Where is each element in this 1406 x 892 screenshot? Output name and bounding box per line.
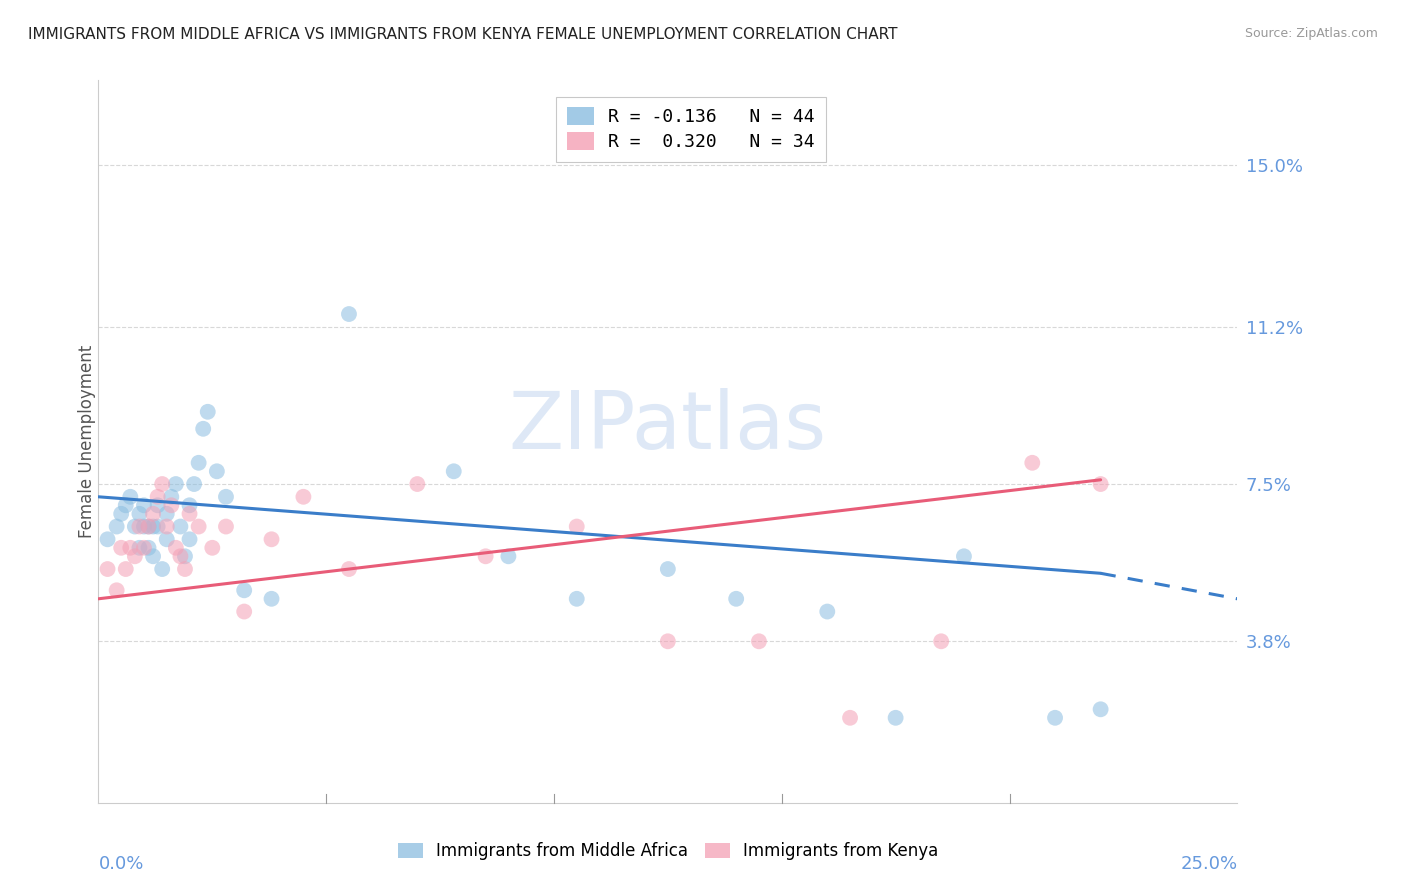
Point [1090, 702, 1112, 716]
Point [146, 498, 169, 512]
Point [929, 634, 952, 648]
Text: 25.0%: 25.0% [1180, 855, 1237, 872]
Point [128, 519, 150, 533]
Text: IMMIGRANTS FROM MIDDLE AFRICA VS IMMIGRANTS FROM KENYA FEMALE UNEMPLOYMENT CORRE: IMMIGRANTS FROM MIDDLE AFRICA VS IMMIGRA… [28, 27, 897, 42]
Point [165, 541, 187, 555]
Point [565, 591, 588, 606]
Y-axis label: Female Unemployment: Female Unemployment [79, 345, 96, 538]
Legend: Immigrants from Middle Africa, Immigrants from Kenya: Immigrants from Middle Africa, Immigrant… [391, 836, 945, 867]
Point [124, 519, 146, 533]
Point [474, 549, 496, 564]
Point [233, 605, 256, 619]
Point [114, 562, 136, 576]
Point [193, 422, 215, 436]
Point [215, 490, 238, 504]
Point [138, 519, 160, 533]
Point [179, 507, 201, 521]
Point [160, 490, 183, 504]
Point [179, 498, 201, 512]
Point [292, 490, 315, 504]
Point [156, 507, 179, 521]
Point [187, 456, 209, 470]
Point [443, 464, 465, 478]
Point [201, 541, 224, 555]
Point [105, 519, 128, 533]
Point [498, 549, 520, 564]
Point [197, 405, 219, 419]
Point [150, 477, 173, 491]
Point [406, 477, 429, 491]
Text: ZIPatlas: ZIPatlas [509, 388, 827, 467]
Point [657, 562, 679, 576]
Point [142, 507, 165, 521]
Point [138, 519, 160, 533]
Point [337, 307, 360, 321]
Point [150, 562, 173, 576]
Point [132, 519, 155, 533]
Point [260, 533, 283, 547]
Point [884, 711, 907, 725]
Point [142, 549, 165, 564]
Point [96, 533, 118, 547]
Point [725, 591, 748, 606]
Point [815, 605, 838, 619]
Point [120, 541, 142, 555]
Point [132, 498, 155, 512]
Point [1043, 711, 1066, 725]
Point [124, 549, 146, 564]
Point [156, 519, 179, 533]
Point [183, 477, 205, 491]
Point [657, 634, 679, 648]
Point [169, 549, 191, 564]
Point [165, 477, 187, 491]
Point [179, 533, 201, 547]
Point [110, 507, 132, 521]
Point [187, 519, 209, 533]
Point [953, 549, 976, 564]
Point [156, 533, 179, 547]
Point [174, 562, 197, 576]
Point [839, 711, 862, 725]
Point [120, 490, 142, 504]
Point [138, 541, 160, 555]
Point [174, 549, 197, 564]
Point [114, 498, 136, 512]
Point [565, 519, 588, 533]
Point [260, 591, 283, 606]
Point [128, 541, 150, 555]
Point [146, 490, 169, 504]
Point [160, 498, 183, 512]
Point [233, 583, 256, 598]
Point [337, 562, 360, 576]
Point [110, 541, 132, 555]
Point [128, 507, 150, 521]
Point [169, 519, 191, 533]
Text: Source: ZipAtlas.com: Source: ZipAtlas.com [1244, 27, 1378, 40]
Point [142, 519, 165, 533]
Point [748, 634, 770, 648]
Point [146, 519, 169, 533]
Point [105, 583, 128, 598]
Point [96, 562, 118, 576]
Point [215, 519, 238, 533]
Point [1021, 456, 1043, 470]
Text: 0.0%: 0.0% [98, 855, 143, 872]
Point [132, 541, 155, 555]
Point [205, 464, 228, 478]
Point [1090, 477, 1112, 491]
